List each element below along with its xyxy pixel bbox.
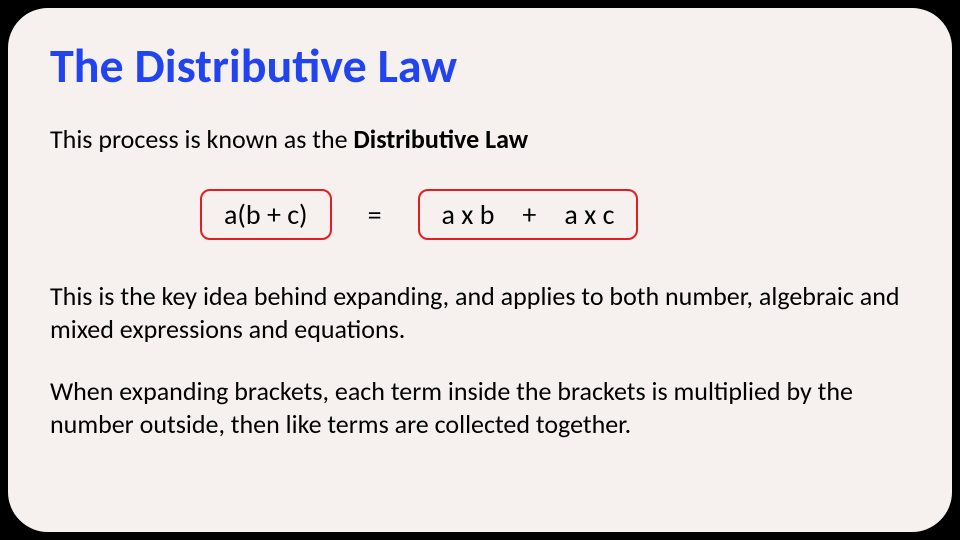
intro-text: This process is known as the Distributiv… [50,123,910,155]
slide-card: The Distributive Law This process is kno… [0,0,960,540]
formula-left: a(b + c) [224,197,308,232]
intro-prefix: This process is known as the [50,123,353,155]
formula-right-box: a x b + a x c [418,189,639,240]
intro-bold: Distributive Law [353,123,528,155]
formula-row: a(b + c) = a x b + a x c [200,189,910,240]
formula-right: a x b + a x c [442,197,615,232]
paragraph-2: When expanding brackets, each term insid… [50,375,910,440]
slide-title: The Distributive Law [50,36,910,95]
formula-left-box: a(b + c) [200,189,332,240]
formula-equals: = [368,197,382,232]
paragraph-1: This is the key idea behind expanding, a… [50,280,910,345]
